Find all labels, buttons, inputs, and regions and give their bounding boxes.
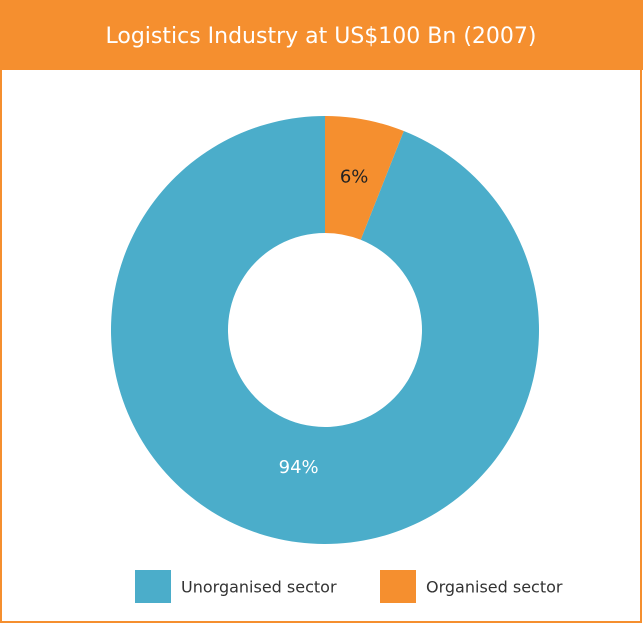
legend-label: Unorganised sector bbox=[181, 578, 337, 597]
header-band bbox=[0, 0, 643, 70]
chart-title: Logistics Industry at US$100 Bn (2007) bbox=[106, 24, 537, 49]
slice-label: 6% bbox=[340, 166, 369, 187]
legend-swatch bbox=[135, 570, 171, 603]
legend-label: Organised sector bbox=[426, 578, 563, 597]
slice bbox=[325, 116, 404, 240]
legend-swatch bbox=[380, 570, 416, 603]
slice-label: 94% bbox=[279, 457, 319, 478]
slice bbox=[111, 116, 539, 544]
